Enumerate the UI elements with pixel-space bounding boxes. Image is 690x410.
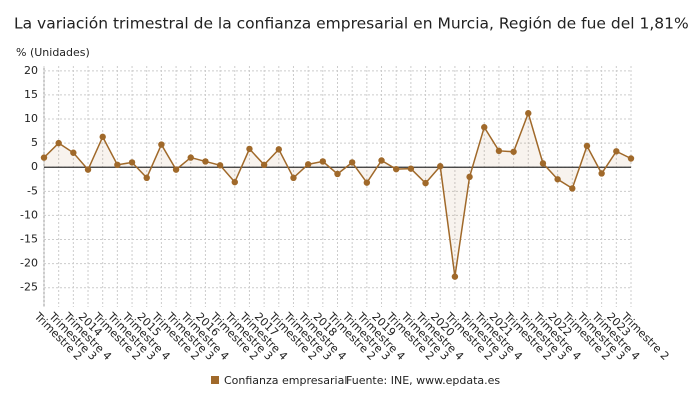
y-axis-label: % (Unidades) — [16, 46, 90, 59]
point — [260, 161, 268, 169]
point — [363, 179, 371, 186]
point — [481, 124, 488, 131]
point — [143, 174, 150, 182]
y-tick-label: -20 — [20, 257, 38, 270]
point — [70, 149, 77, 156]
point — [378, 157, 385, 164]
point — [290, 174, 297, 182]
y-tick-label: 15 — [24, 88, 38, 101]
point — [128, 159, 136, 166]
y-tick-label: -5 — [27, 184, 38, 197]
point — [172, 166, 180, 173]
point — [40, 154, 48, 161]
point — [348, 159, 356, 166]
point — [466, 173, 473, 181]
point — [304, 161, 312, 168]
point — [55, 139, 62, 147]
legend-swatch — [211, 376, 219, 384]
point — [451, 273, 459, 280]
point — [495, 147, 503, 155]
y-tick-label: 5 — [31, 136, 38, 149]
y-tick-label: -10 — [20, 208, 38, 221]
y-tick-label: -15 — [20, 233, 38, 246]
y-tick-label: 10 — [24, 112, 38, 125]
point — [114, 161, 121, 169]
y-tick-label: 20 — [24, 64, 38, 77]
chart-title: La variación trimestral de la confianza … — [14, 15, 689, 33]
y-tick-label: 0 — [31, 160, 38, 173]
point — [187, 154, 194, 161]
point — [437, 163, 444, 170]
source: Fuente: INE, www.epdata.es — [346, 374, 500, 387]
point — [202, 158, 209, 165]
point — [319, 158, 327, 165]
point — [613, 148, 620, 155]
point — [231, 178, 238, 186]
point — [407, 165, 415, 172]
point — [569, 185, 576, 192]
legend-label: Confianza empresarial — [224, 374, 347, 387]
point — [393, 165, 400, 173]
point — [554, 176, 561, 183]
point — [422, 179, 429, 187]
point — [627, 155, 635, 162]
point — [525, 110, 532, 117]
area — [44, 113, 631, 277]
point — [158, 141, 165, 148]
point — [583, 142, 591, 150]
point — [510, 148, 517, 155]
y-tick-label: -25 — [20, 281, 38, 294]
point — [84, 166, 92, 173]
point — [246, 145, 253, 153]
point — [539, 160, 547, 167]
point — [216, 162, 224, 169]
point — [275, 146, 282, 153]
point — [598, 170, 605, 177]
point — [334, 170, 341, 178]
point — [99, 133, 106, 141]
